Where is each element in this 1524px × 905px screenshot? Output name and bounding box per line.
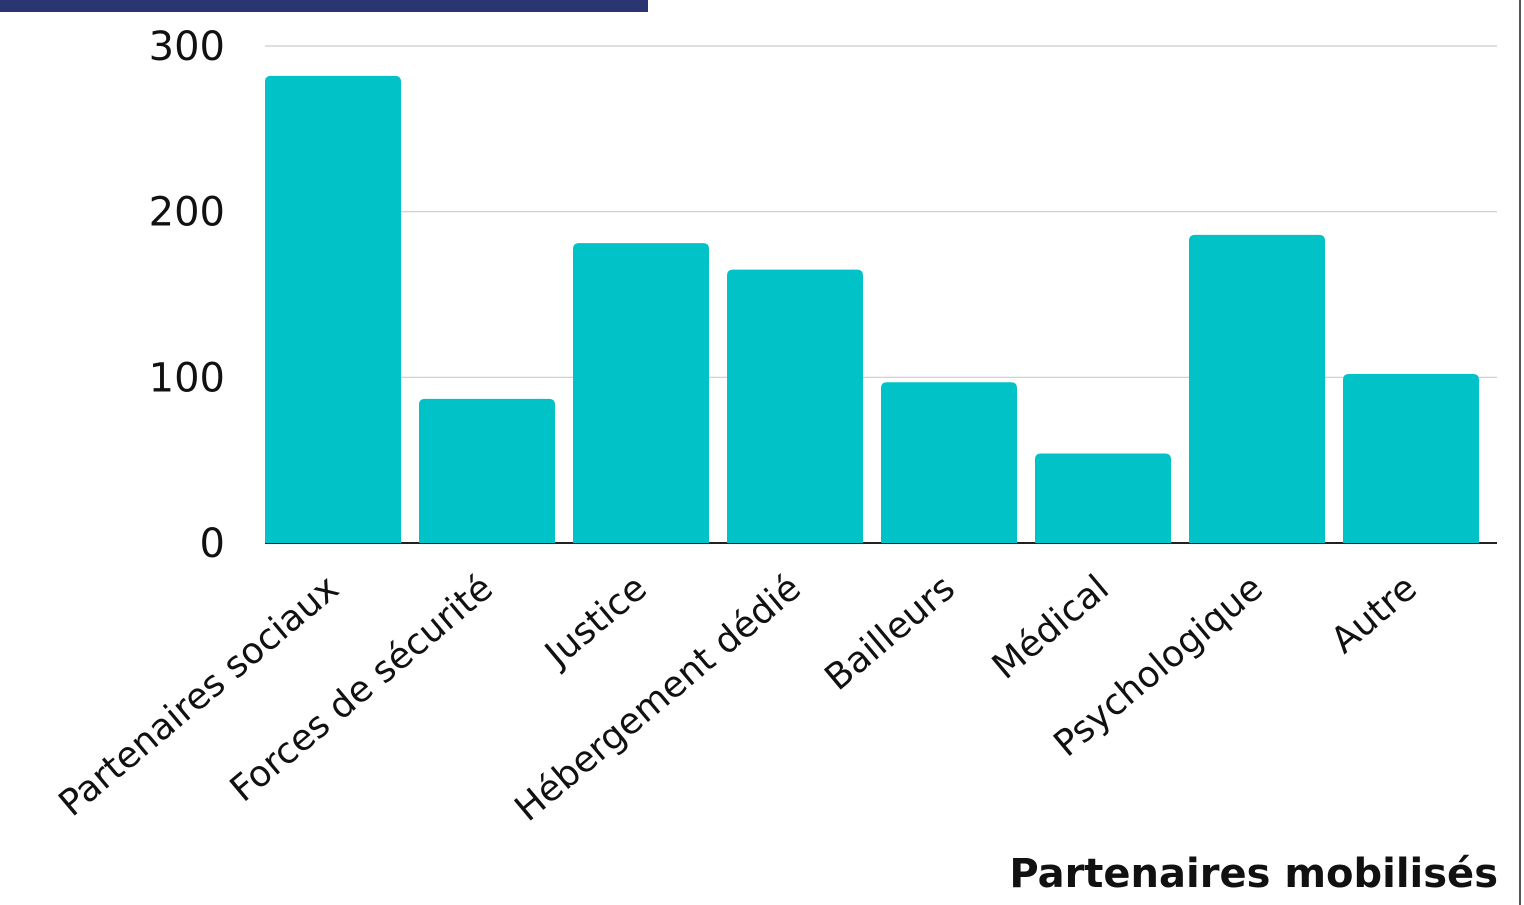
x-tick-label: Hébergement dédié	[507, 567, 808, 829]
y-tick-label: 300	[149, 24, 225, 70]
x-tick-label: Médical	[985, 567, 1117, 687]
bars	[265, 75, 1479, 544]
y-tick-label: 100	[149, 355, 225, 401]
bar	[727, 269, 863, 543]
bar	[1343, 374, 1479, 543]
x-tick-label: Autre	[1324, 567, 1425, 661]
y-tick-label: 200	[149, 190, 225, 236]
y-tick-labels: 0 100 200 300	[149, 24, 225, 567]
y-tick-label: 0	[200, 521, 225, 567]
page-right-border	[1519, 0, 1521, 905]
bar	[419, 398, 555, 543]
bar	[573, 243, 709, 544]
x-tick-label: Justice	[536, 567, 654, 676]
bar	[1035, 453, 1171, 543]
bar	[881, 382, 1017, 543]
bar	[265, 75, 401, 543]
x-tick-label: Bailleurs	[817, 567, 962, 698]
x-tick-label: Forces de sécurité	[223, 567, 501, 810]
bar	[1189, 234, 1325, 544]
top-banner	[0, 0, 648, 12]
x-tick-label: Partenaires sociaux	[51, 567, 346, 824]
x-axis-title: Partenaires mobilisés	[1009, 851, 1498, 897]
